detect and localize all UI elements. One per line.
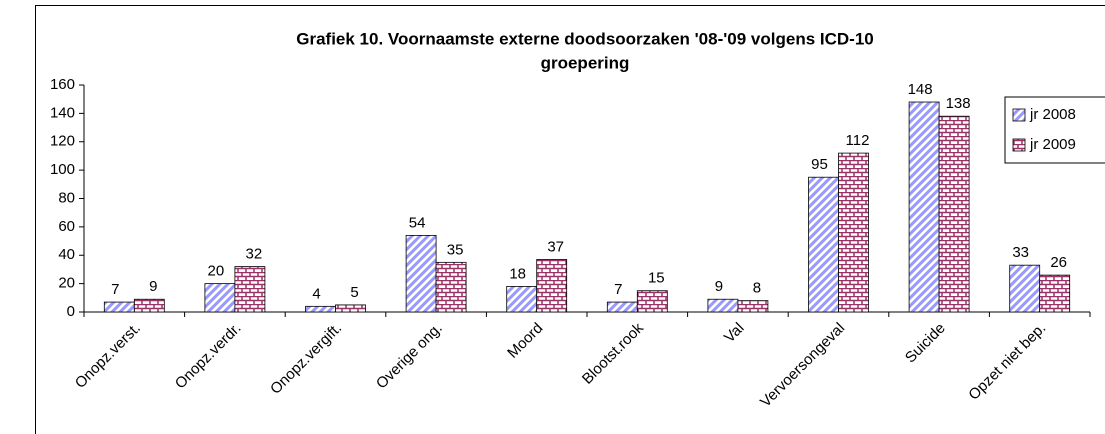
bar — [435, 261, 467, 313]
chart-title: groepering — [541, 53, 630, 72]
bar — [908, 101, 940, 313]
bar — [536, 259, 568, 313]
value-label: 5 — [350, 284, 358, 301]
bar — [938, 115, 970, 313]
value-label: 18 — [509, 265, 526, 282]
bar — [335, 304, 366, 313]
legend-label: jr 2009 — [1029, 136, 1076, 153]
value-label: 33 — [1012, 244, 1029, 261]
bar — [1039, 274, 1071, 313]
bar — [103, 301, 135, 313]
bar — [636, 290, 668, 313]
y-tick-label: 40 — [58, 246, 75, 263]
value-label: 7 — [111, 281, 119, 298]
bar — [405, 234, 437, 313]
value-label: 20 — [208, 263, 225, 280]
value-label: 8 — [753, 280, 761, 297]
legend-swatch — [1012, 138, 1026, 152]
value-label: 148 — [908, 81, 933, 98]
y-tick-label: 160 — [50, 76, 75, 93]
y-tick-label: 80 — [58, 189, 75, 206]
value-label: 138 — [946, 95, 971, 112]
bar — [305, 305, 336, 313]
bar — [506, 286, 538, 313]
value-label: 15 — [648, 270, 665, 287]
legend-box — [1004, 96, 1105, 164]
legend-swatch — [1012, 108, 1026, 122]
value-label: 95 — [811, 156, 828, 173]
value-label: 9 — [715, 278, 723, 295]
y-tick-label: 0 — [67, 303, 75, 320]
value-label: 26 — [1050, 254, 1067, 271]
value-label: 4 — [312, 285, 320, 302]
bar — [808, 176, 839, 313]
value-label: 32 — [246, 246, 263, 263]
bar — [133, 298, 165, 313]
value-label: 54 — [409, 214, 426, 231]
chart-title: Grafiek 10. Voornaamste externe doodsoor… — [296, 29, 873, 48]
y-tick-label: 60 — [58, 218, 75, 235]
bar — [204, 283, 236, 313]
value-label: 7 — [614, 281, 622, 298]
legend-label: jr 2008 — [1029, 106, 1076, 123]
y-tick-label: 100 — [50, 161, 75, 178]
bar — [838, 152, 869, 313]
y-tick-label: 20 — [58, 275, 75, 292]
value-label: 37 — [547, 238, 564, 255]
bar — [737, 300, 769, 313]
bar — [1009, 264, 1041, 313]
bar — [234, 266, 266, 313]
bar — [606, 301, 638, 313]
y-tick-label: 140 — [50, 104, 75, 121]
value-label: 112 — [846, 132, 870, 149]
bar — [707, 298, 739, 313]
y-tick-label: 120 — [50, 133, 75, 150]
value-label: 35 — [447, 241, 464, 258]
value-label: 9 — [149, 278, 157, 295]
